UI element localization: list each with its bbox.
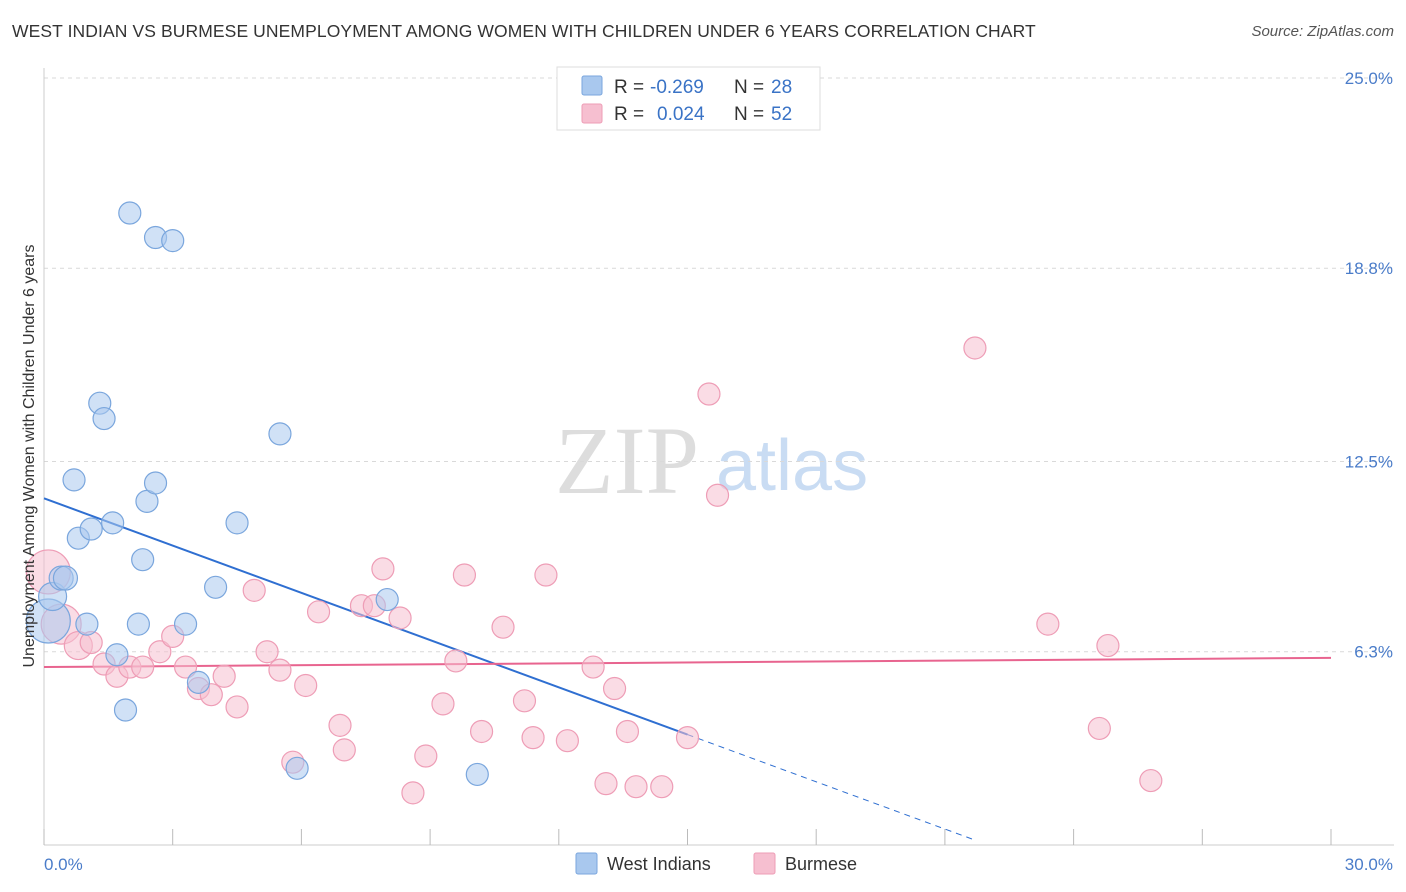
burmese-point-27 xyxy=(401,781,425,805)
burmese-point-33 xyxy=(491,615,515,639)
legend-swatch-west-indians xyxy=(581,75,603,96)
west-indian-point-15 xyxy=(131,548,155,572)
legend-swatch-burmese xyxy=(581,103,603,124)
burmese-point-47 xyxy=(963,336,987,360)
burmese-trend-line xyxy=(43,656,1332,669)
burmese-point-8 xyxy=(148,640,172,664)
x-tick-label-0: 0.0% xyxy=(44,855,83,874)
watermark-atlas: atlas xyxy=(716,426,868,506)
y-tick-labels: 6.3% 12.5% 18.8% 25.0% xyxy=(1345,69,1393,662)
west-indian-point-19 xyxy=(161,229,185,253)
burmese-point-29 xyxy=(431,692,455,716)
legend-n-label-1: N = xyxy=(734,77,764,98)
west-indian-point-12 xyxy=(113,698,138,722)
y-tick-label-1: 12.5% xyxy=(1345,453,1393,472)
west-indian-point-22 xyxy=(204,575,228,599)
legend-r-label-1: R = xyxy=(614,77,644,98)
legend-r-value-1: -0.269 xyxy=(650,77,704,98)
west-indian-point-17 xyxy=(143,471,168,495)
burmese-point-15 xyxy=(242,578,266,602)
burmese-point-25 xyxy=(371,557,395,581)
bottom-legend-swatch-burmese xyxy=(753,852,776,875)
burmese-point-48 xyxy=(1036,612,1060,636)
burmese-point-37 xyxy=(555,729,579,753)
burmese-point-36 xyxy=(534,563,558,587)
burmese-point-49 xyxy=(1087,716,1111,741)
series-legend: West Indians Burmese xyxy=(575,852,857,875)
legend-n-value-2: 52 xyxy=(771,104,792,125)
x-tick-label-1: 30.0% xyxy=(1345,855,1393,874)
west-indian-points xyxy=(25,201,489,787)
burmese-point-32 xyxy=(469,719,494,744)
legend-n-value-1: 28 xyxy=(771,77,792,98)
axes xyxy=(43,68,1394,846)
burmese-point-35 xyxy=(521,726,545,750)
west-indian-point-24 xyxy=(268,422,292,446)
burmese-point-41 xyxy=(615,719,640,744)
burmese-point-51 xyxy=(1139,768,1163,793)
burmese-point-10 xyxy=(173,655,198,679)
burmese-point-40 xyxy=(602,676,627,701)
source-credit: Source: ZipAtlas.com xyxy=(1251,23,1394,40)
burmese-point-17 xyxy=(268,658,292,682)
burmese-point-20 xyxy=(306,600,331,624)
y-axis-label: Unemployment Among Women with Children U… xyxy=(21,244,38,667)
burmese-point-43 xyxy=(650,775,674,799)
legend-n-label-2: N = xyxy=(734,104,764,125)
y-tick-label-0: 6.3% xyxy=(1354,643,1393,662)
burmese-point-42 xyxy=(624,775,648,799)
west-indian-point-3 xyxy=(52,565,79,591)
legend-r-value-2: 0.024 xyxy=(657,104,705,125)
y-tick-label-2: 18.8% xyxy=(1345,259,1393,278)
burmese-point-46 xyxy=(705,483,730,507)
burmese-point-7 xyxy=(131,655,155,679)
west-indian-point-9 xyxy=(92,406,116,431)
burmese-point-14 xyxy=(225,695,249,719)
burmese-point-26 xyxy=(388,606,412,630)
trend-lines xyxy=(43,497,1332,841)
west-indian-point-7 xyxy=(79,517,103,541)
y-tick-label-3: 25.0% xyxy=(1345,69,1393,88)
burmese-point-28 xyxy=(414,744,438,768)
burmese-point-50 xyxy=(1096,633,1120,658)
burmese-point-30 xyxy=(444,649,468,673)
burmese-point-31 xyxy=(452,563,477,587)
west-indian-point-11 xyxy=(105,643,129,667)
west-indian-point-27 xyxy=(465,762,489,787)
correlation-legend: R = -0.269 N = 28 R = 0.024 N = 52 xyxy=(556,66,821,131)
west-indian-point-13 xyxy=(118,201,142,225)
burmese-point-16 xyxy=(255,640,279,664)
legend-r-label-2: R = xyxy=(614,104,644,125)
watermark-zip: ZIP xyxy=(555,407,699,514)
chart-title: WEST INDIAN VS BURMESE UNEMPLOYMENT AMON… xyxy=(12,21,1036,41)
west-indian-point-23 xyxy=(225,511,249,535)
burmese-point-39 xyxy=(594,772,618,796)
burmese-point-13 xyxy=(212,664,236,688)
west-indian-point-21 xyxy=(186,670,211,694)
west-indian-point-6 xyxy=(75,612,99,636)
west-indian-point-4 xyxy=(62,468,86,492)
bottom-legend-swatch-west-indians xyxy=(575,852,598,875)
bottom-legend-west-indians: West Indians xyxy=(607,854,711,874)
west-indian-point-14 xyxy=(126,612,150,636)
bottom-legend-burmese: Burmese xyxy=(785,854,857,874)
burmese-point-38 xyxy=(581,655,605,679)
grid-lines xyxy=(44,77,1394,653)
burmese-point-22 xyxy=(332,738,356,762)
burmese-point-34 xyxy=(512,689,537,713)
burmese-point-45 xyxy=(697,382,721,406)
burmese-point-21 xyxy=(328,713,352,737)
west-indian-point-10 xyxy=(101,511,125,535)
west-indian-point-26 xyxy=(375,587,399,612)
west-indian-trend-extension xyxy=(687,734,976,841)
burmese-point-44 xyxy=(675,726,700,750)
west-indian-point-25 xyxy=(285,756,309,780)
burmese-point-19 xyxy=(294,673,318,698)
x-tick-labels: 0.0% 30.0% xyxy=(44,855,1393,874)
west-indian-point-20 xyxy=(173,612,198,636)
